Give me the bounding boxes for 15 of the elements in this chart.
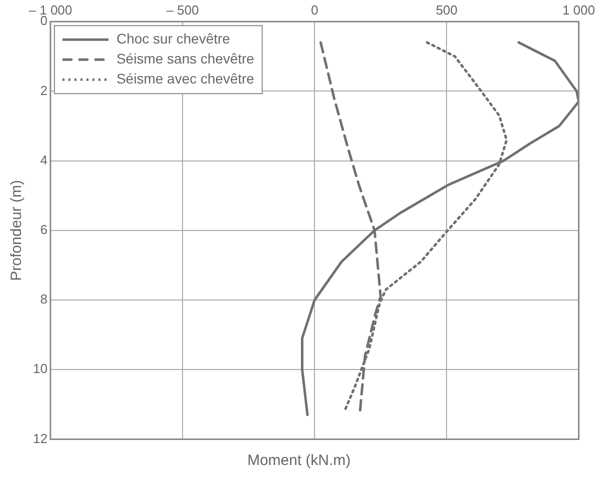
- legend-label: Séisme avec chevêtre: [116, 70, 254, 86]
- x-axis-title: Moment (kN.m): [246, 452, 352, 469]
- y-tick-label: 6: [40, 222, 48, 237]
- legend-label: Choc sur chevêtre: [116, 30, 230, 46]
- y-tick-label: 8: [40, 292, 48, 307]
- x-tick-label: – 500: [166, 2, 199, 18]
- y-tick-label: 10: [32, 361, 48, 376]
- y-tick-label: 4: [40, 152, 48, 168]
- x-tick-label: 500: [436, 2, 458, 18]
- x-tick-label: 1 000: [562, 2, 596, 18]
- y-tick-label: 2: [40, 82, 48, 98]
- x-tick-label: 0: [310, 2, 318, 18]
- legend-label: Séisme sans chevêtre: [116, 50, 254, 66]
- y-tick-label: 12: [32, 430, 48, 446]
- y-axis-title: Profondeur (m): [8, 180, 26, 281]
